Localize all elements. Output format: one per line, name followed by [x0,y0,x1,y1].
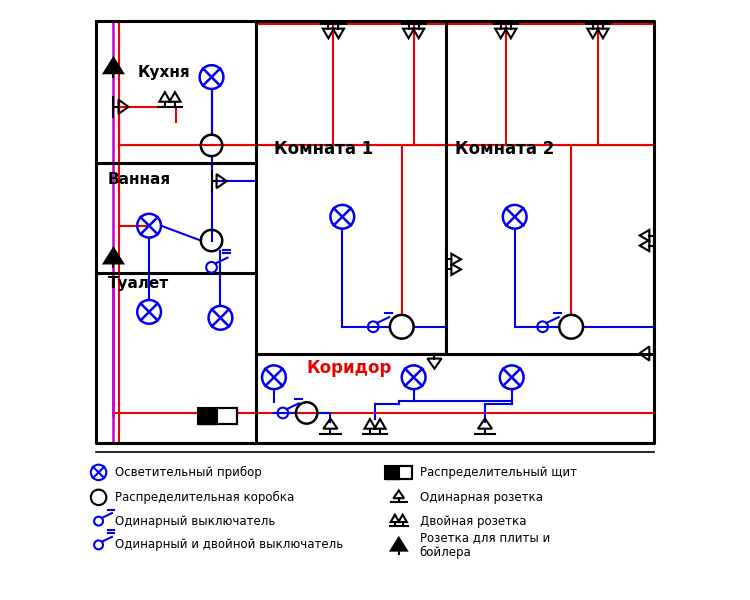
Text: Осветительный прибор: Осветительный прибор [116,466,262,479]
Bar [399,466,412,479]
Text: Одинарная розетка: Одинарная розетка [419,491,542,504]
Text: Одинарный и двойной выключатель: Одинарный и двойной выключатель [116,538,344,551]
Polygon shape [104,248,123,263]
Text: Комната 2: Комната 2 [455,140,554,158]
Text: Коридор: Коридор [307,359,392,377]
Text: Туалет: Туалет [107,276,169,291]
Text: Ванная: Ванная [107,172,171,187]
Polygon shape [391,538,406,551]
Text: Комната 1: Комната 1 [274,140,374,158]
Text: Распределительная коробка: Распределительная коробка [116,491,295,504]
Text: Распределительный щит: Распределительный щит [419,466,577,479]
Bar [217,407,237,424]
Text: Розетка для плиты и
бойлера: Розетка для плиты и бойлера [419,531,550,559]
Text: Одинарный выключатель: Одинарный выключатель [116,515,275,527]
Bar [198,407,217,424]
Bar [198,407,237,424]
Bar [386,466,412,479]
Bar [386,466,399,479]
Polygon shape [104,58,123,73]
Text: Кухня: Кухня [137,65,190,80]
Text: Двойная розетка: Двойная розетка [419,515,526,527]
